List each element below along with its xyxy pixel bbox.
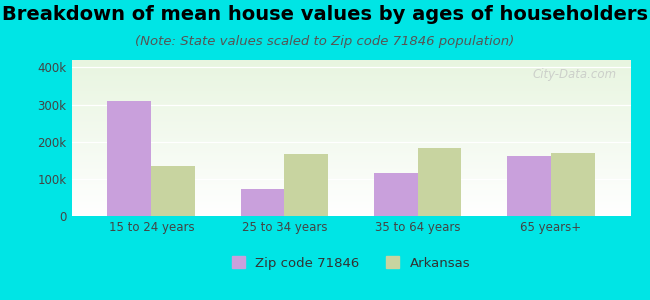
Legend: Zip code 71846, Arkansas: Zip code 71846, Arkansas xyxy=(226,251,476,275)
Bar xyxy=(507,156,551,216)
Text: City-Data.com: City-Data.com xyxy=(532,68,616,81)
Bar xyxy=(417,148,462,216)
Text: Breakdown of mean house values by ages of householders: Breakdown of mean house values by ages o… xyxy=(2,4,648,23)
Text: (Note: State values scaled to Zip code 71846 population): (Note: State values scaled to Zip code 7… xyxy=(135,34,515,47)
Bar xyxy=(240,189,285,216)
Bar xyxy=(285,154,328,216)
Bar xyxy=(107,101,151,216)
Bar xyxy=(551,153,595,216)
Bar xyxy=(151,166,195,216)
Bar xyxy=(374,172,417,216)
